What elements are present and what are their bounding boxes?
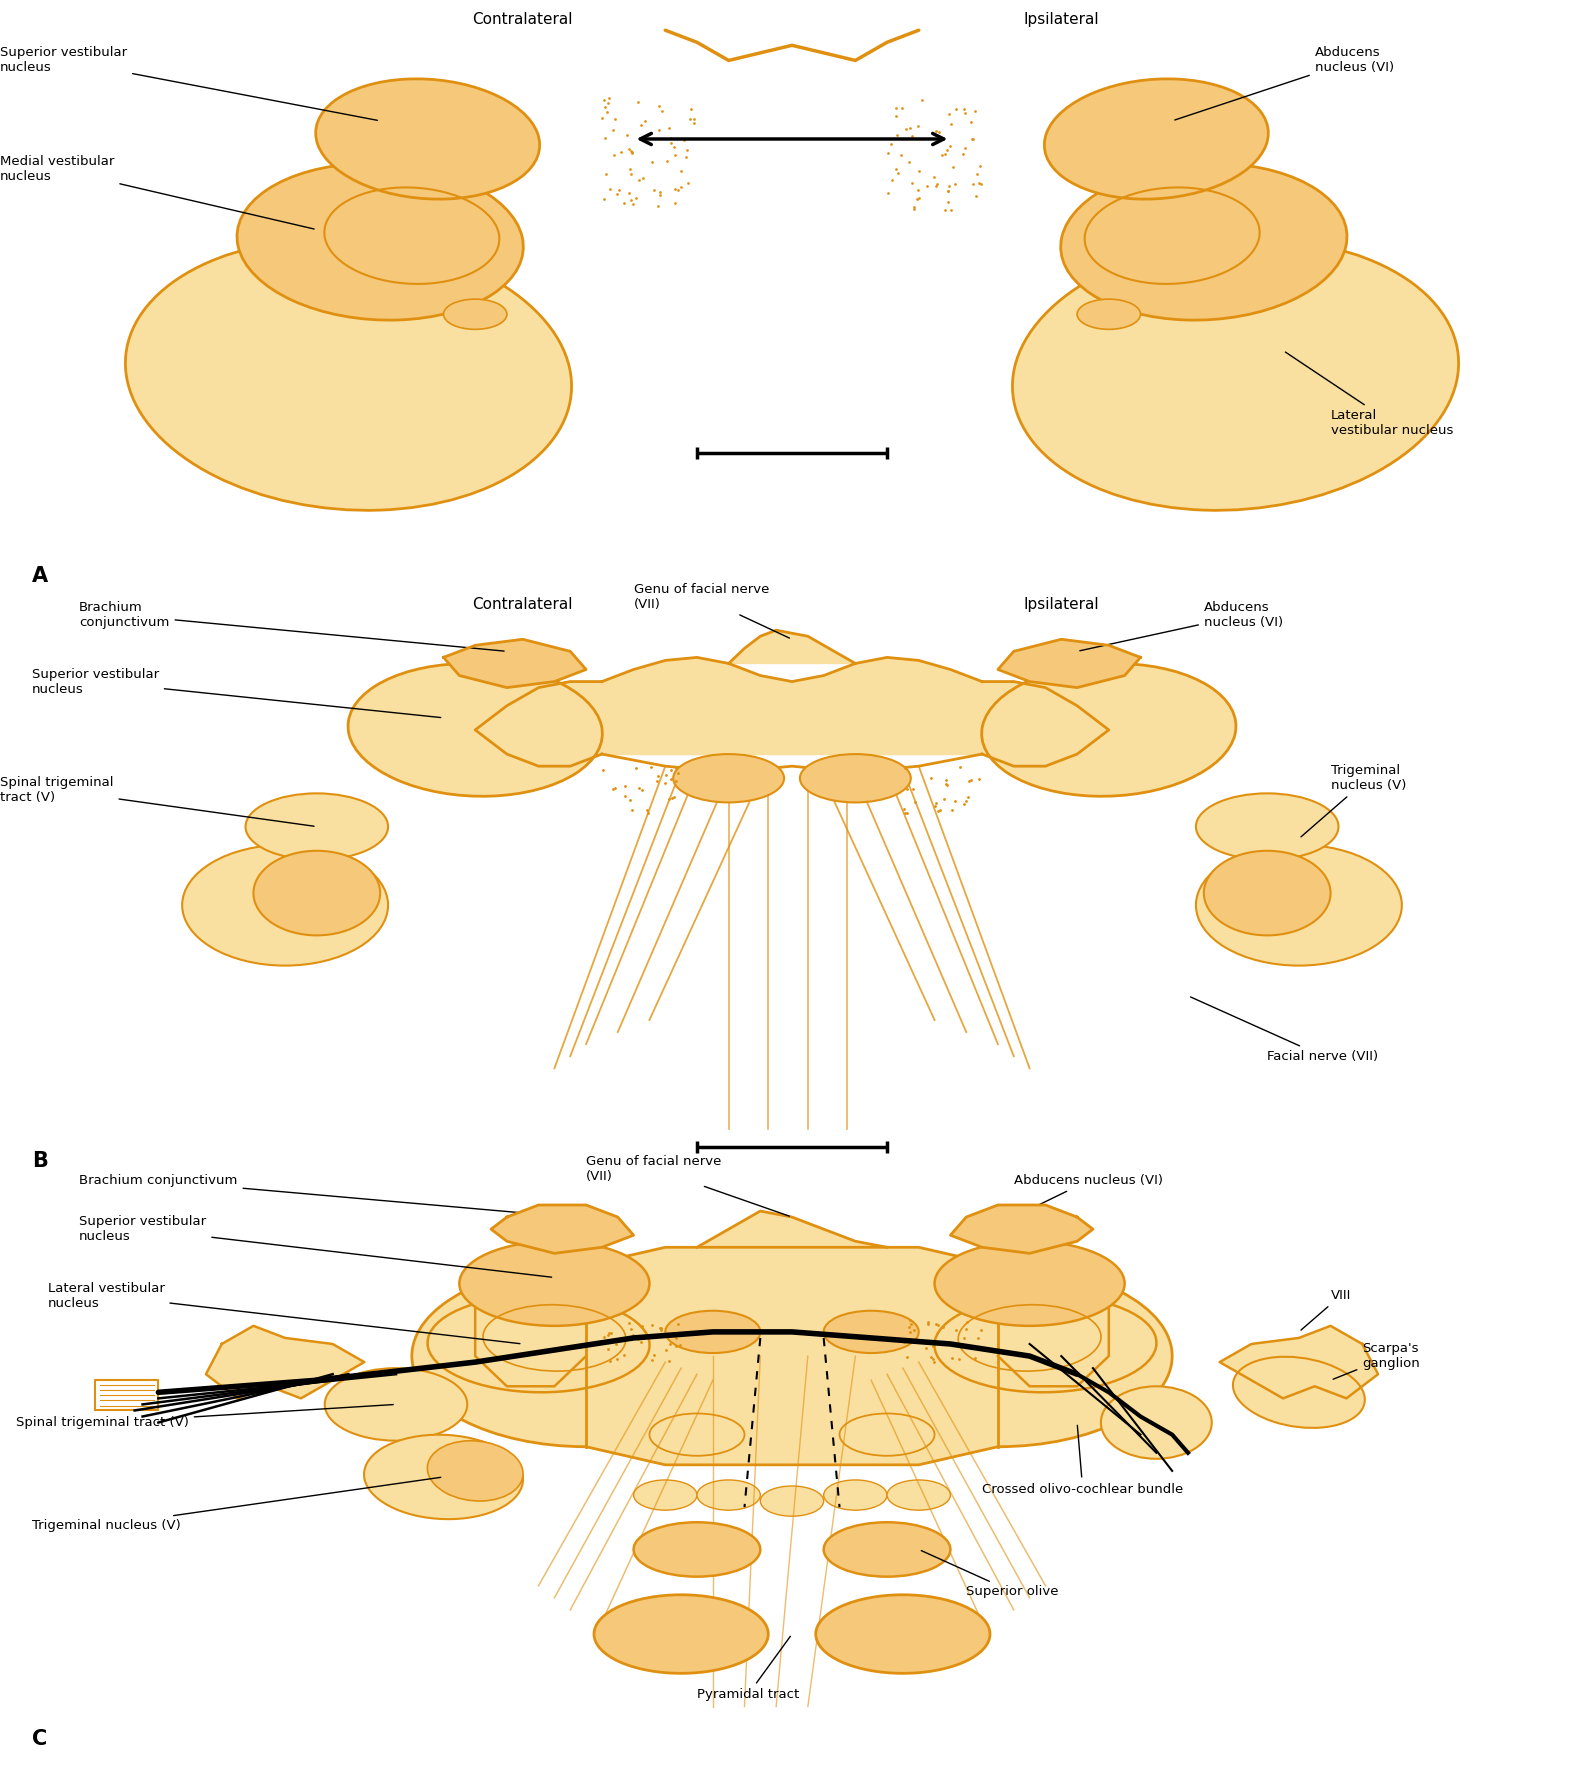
Text: Crossed olivo-cochlear bundle: Crossed olivo-cochlear bundle: [982, 1426, 1183, 1495]
Text: Superior vestibular
nucleus: Superior vestibular nucleus: [32, 668, 440, 717]
Ellipse shape: [325, 1368, 467, 1440]
Polygon shape: [491, 1205, 634, 1253]
Text: Genu of facial nerve
(VII): Genu of facial nerve (VII): [634, 583, 789, 638]
Text: Trigeminal nucleus (V): Trigeminal nucleus (V): [32, 1477, 440, 1532]
Ellipse shape: [824, 1521, 950, 1576]
Ellipse shape: [182, 845, 388, 965]
Ellipse shape: [428, 1295, 649, 1392]
Text: Ipsilateral: Ipsilateral: [1023, 597, 1099, 611]
Polygon shape: [1220, 1325, 1378, 1398]
Text: Brachium conjunctivum: Brachium conjunctivum: [79, 1175, 567, 1217]
Ellipse shape: [800, 755, 911, 802]
Text: Abducens nucleus (VI): Abducens nucleus (VI): [1014, 1175, 1163, 1216]
Text: B: B: [32, 1150, 48, 1172]
Ellipse shape: [935, 1240, 1125, 1325]
Ellipse shape: [238, 163, 523, 320]
Ellipse shape: [665, 1311, 760, 1354]
Polygon shape: [475, 1260, 586, 1387]
Ellipse shape: [760, 1486, 824, 1516]
Ellipse shape: [634, 1481, 697, 1511]
Text: Spinal trigeminal
tract (V): Spinal trigeminal tract (V): [0, 776, 314, 827]
Text: Pyramidal tract: Pyramidal tract: [697, 1636, 800, 1702]
Ellipse shape: [1101, 1387, 1212, 1460]
Ellipse shape: [824, 1311, 919, 1354]
Polygon shape: [444, 640, 586, 687]
Ellipse shape: [1196, 793, 1338, 861]
Text: Facial nerve (VII): Facial nerve (VII): [1191, 997, 1378, 1062]
Ellipse shape: [444, 299, 507, 329]
Ellipse shape: [935, 1295, 1156, 1392]
Ellipse shape: [697, 1481, 760, 1511]
Ellipse shape: [253, 850, 380, 935]
Polygon shape: [950, 1205, 1093, 1253]
Ellipse shape: [673, 755, 784, 802]
Text: Contralateral: Contralateral: [472, 12, 573, 27]
Text: Contralateral: Contralateral: [472, 597, 573, 611]
Ellipse shape: [982, 664, 1236, 797]
Polygon shape: [982, 682, 1109, 767]
Ellipse shape: [824, 1481, 887, 1511]
Ellipse shape: [649, 1414, 744, 1456]
Text: Medial vestibular
nucleus: Medial vestibular nucleus: [0, 155, 314, 230]
Text: Scarpa's
ganglion: Scarpa's ganglion: [1334, 1343, 1419, 1380]
Ellipse shape: [816, 1596, 990, 1673]
Text: Lateral vestibular
nucleus: Lateral vestibular nucleus: [48, 1281, 520, 1343]
Ellipse shape: [428, 1440, 523, 1500]
Text: Superior olive: Superior olive: [922, 1551, 1058, 1597]
Text: Abducens
nucleus (VI): Abducens nucleus (VI): [1080, 601, 1283, 650]
Text: Ipsilateral: Ipsilateral: [1023, 12, 1099, 27]
Polygon shape: [586, 1248, 998, 1465]
Ellipse shape: [1077, 299, 1140, 329]
Ellipse shape: [634, 1521, 760, 1576]
Ellipse shape: [1044, 80, 1269, 200]
Text: Brachium
conjunctivum: Brachium conjunctivum: [79, 601, 504, 650]
Ellipse shape: [1204, 850, 1331, 935]
Polygon shape: [998, 640, 1140, 687]
Ellipse shape: [594, 1596, 768, 1673]
Ellipse shape: [348, 664, 602, 797]
Ellipse shape: [412, 1265, 760, 1447]
Ellipse shape: [1196, 845, 1402, 965]
Text: Abducens
nucleus (VI): Abducens nucleus (VI): [1175, 46, 1394, 120]
Text: VIII: VIII: [1300, 1290, 1351, 1331]
Text: Lateral
vestibular nucleus: Lateral vestibular nucleus: [1285, 352, 1453, 436]
Ellipse shape: [125, 239, 572, 511]
Ellipse shape: [887, 1481, 950, 1511]
Ellipse shape: [459, 1240, 649, 1325]
Ellipse shape: [824, 1265, 1172, 1447]
Text: Genu of facial nerve
(VII): Genu of facial nerve (VII): [586, 1154, 789, 1216]
Ellipse shape: [1012, 239, 1459, 511]
Text: Spinal trigeminal tract (V): Spinal trigeminal tract (V): [16, 1405, 393, 1430]
Ellipse shape: [246, 793, 388, 861]
Text: Superior vestibular
nucleus: Superior vestibular nucleus: [0, 46, 377, 120]
Polygon shape: [697, 1210, 887, 1248]
Text: A: A: [32, 565, 48, 587]
Polygon shape: [95, 1380, 158, 1410]
Text: Trigeminal
nucleus (V): Trigeminal nucleus (V): [1300, 765, 1407, 838]
Polygon shape: [729, 631, 855, 663]
Text: Superior vestibular
nucleus: Superior vestibular nucleus: [79, 1216, 551, 1278]
Ellipse shape: [1232, 1357, 1365, 1428]
Polygon shape: [206, 1325, 364, 1398]
Ellipse shape: [840, 1414, 935, 1456]
Polygon shape: [475, 682, 602, 767]
Ellipse shape: [364, 1435, 523, 1520]
Ellipse shape: [315, 80, 540, 200]
Ellipse shape: [1061, 163, 1346, 320]
Polygon shape: [998, 1260, 1109, 1387]
Text: C: C: [32, 1728, 48, 1749]
